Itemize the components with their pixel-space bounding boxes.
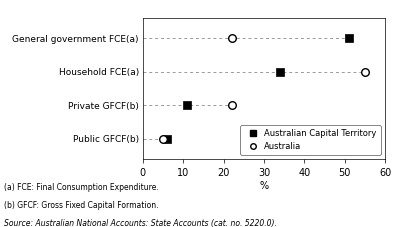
Text: Source: Australian National Accounts: State Accounts (cat. no. 5220.0).: Source: Australian National Accounts: St… — [4, 219, 277, 227]
Point — [345, 37, 352, 40]
Point — [184, 104, 191, 107]
Legend: Australian Capital Territory, Australia: Australian Capital Territory, Australia — [240, 125, 381, 155]
Point — [362, 70, 368, 74]
Point — [160, 137, 166, 141]
Text: (b) GFCF: Gross Fixed Capital Formation.: (b) GFCF: Gross Fixed Capital Formation. — [4, 201, 158, 210]
Text: (a) FCE: Final Consumption Expenditure.: (a) FCE: Final Consumption Expenditure. — [4, 183, 159, 192]
Point — [277, 70, 283, 74]
X-axis label: %: % — [260, 181, 268, 191]
Point — [164, 137, 170, 141]
Point — [229, 104, 235, 107]
Point — [229, 37, 235, 40]
